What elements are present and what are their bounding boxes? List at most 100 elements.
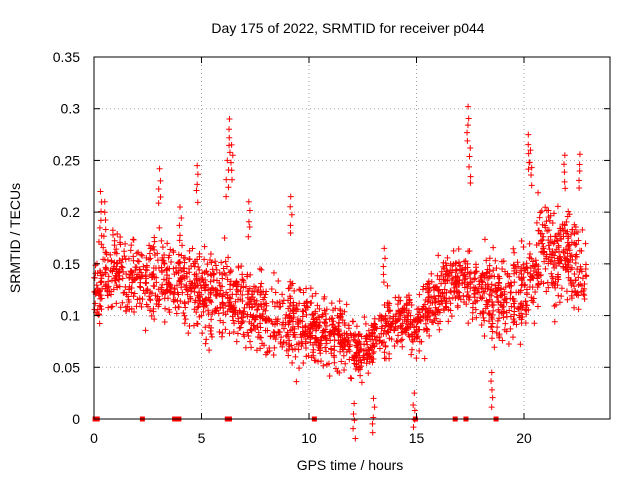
data-point — [441, 307, 448, 314]
data-point — [566, 247, 573, 254]
data-point — [254, 333, 261, 340]
data-point — [358, 359, 365, 366]
data-point — [314, 302, 321, 309]
data-point — [541, 248, 548, 255]
data-point — [299, 318, 306, 325]
data-point — [295, 346, 302, 353]
data-point — [325, 360, 332, 367]
data-point — [148, 274, 155, 281]
data-point — [192, 282, 199, 289]
data-point — [555, 230, 562, 237]
data-point — [285, 321, 292, 328]
data-point — [554, 282, 561, 289]
data-point — [341, 321, 348, 328]
data-point — [246, 224, 253, 231]
data-point — [286, 343, 293, 350]
data-point — [257, 345, 264, 352]
data-point — [409, 337, 416, 344]
data-point — [495, 299, 502, 306]
data-point — [481, 290, 488, 297]
data-point — [102, 282, 109, 289]
data-point — [365, 327, 372, 334]
data-point — [530, 295, 537, 302]
data-point — [196, 266, 203, 273]
data-point — [416, 338, 423, 345]
data-point — [519, 277, 526, 284]
grid — [94, 57, 610, 419]
data-point — [337, 313, 344, 320]
data-point — [331, 331, 338, 338]
data-point — [532, 289, 539, 296]
data-point — [302, 338, 309, 345]
data-point — [116, 283, 123, 290]
data-point — [330, 307, 337, 314]
chart-title: Day 175 of 2022, SRMTID for receiver p04… — [211, 20, 484, 36]
y-tick-label: 0 — [72, 411, 80, 427]
data-point — [342, 339, 349, 346]
data-point — [574, 289, 581, 296]
data-point — [371, 404, 378, 411]
data-point — [236, 307, 243, 314]
data-point — [452, 281, 459, 288]
data-point — [471, 294, 478, 301]
plot-frame — [93, 56, 611, 420]
data-point — [511, 318, 518, 325]
data-point — [244, 294, 251, 301]
data-point — [376, 334, 383, 341]
data-point — [449, 262, 456, 269]
data-point — [403, 294, 410, 301]
data-point — [138, 269, 145, 276]
data-point — [464, 129, 471, 136]
data-point — [369, 350, 376, 357]
data-point — [461, 258, 468, 265]
data-point — [167, 246, 174, 253]
data-point — [506, 282, 513, 289]
data-point — [287, 230, 294, 237]
data-point — [554, 238, 561, 245]
data-point — [194, 304, 201, 311]
data-point — [510, 245, 517, 252]
data-point — [109, 268, 116, 275]
data-point — [203, 295, 210, 302]
data-point — [364, 333, 371, 340]
data-point — [531, 263, 538, 270]
data-point — [119, 299, 126, 306]
data-point — [95, 238, 102, 245]
data-point — [499, 291, 506, 298]
data-point — [385, 323, 392, 330]
data-point — [523, 264, 530, 271]
data-point — [370, 348, 377, 355]
data-point — [561, 254, 568, 261]
data-point — [323, 306, 330, 313]
data-point — [198, 274, 205, 281]
data-point — [111, 249, 118, 256]
data-point — [294, 306, 301, 313]
data-point — [288, 211, 295, 218]
data-point — [476, 289, 483, 296]
data-point — [300, 308, 307, 315]
data-point — [574, 228, 581, 235]
data-point — [105, 273, 112, 280]
data-point — [165, 254, 172, 261]
data-point — [177, 203, 183, 210]
data-point — [291, 305, 298, 312]
data-point — [380, 271, 387, 278]
data-point — [254, 324, 261, 331]
data-point — [323, 348, 330, 355]
data-point — [543, 207, 550, 214]
data-point — [447, 300, 454, 307]
data-point — [98, 208, 105, 215]
data-point — [424, 328, 431, 335]
data-point — [558, 293, 565, 300]
data-point — [408, 331, 415, 338]
data-point — [112, 277, 119, 284]
data-point — [545, 237, 552, 244]
data-point — [294, 316, 301, 323]
data-point — [564, 213, 571, 220]
data-point — [186, 256, 193, 263]
data-point — [287, 193, 294, 200]
data-point — [111, 259, 118, 266]
data-point — [573, 291, 580, 298]
data-point — [549, 249, 556, 256]
data-point — [527, 276, 534, 283]
